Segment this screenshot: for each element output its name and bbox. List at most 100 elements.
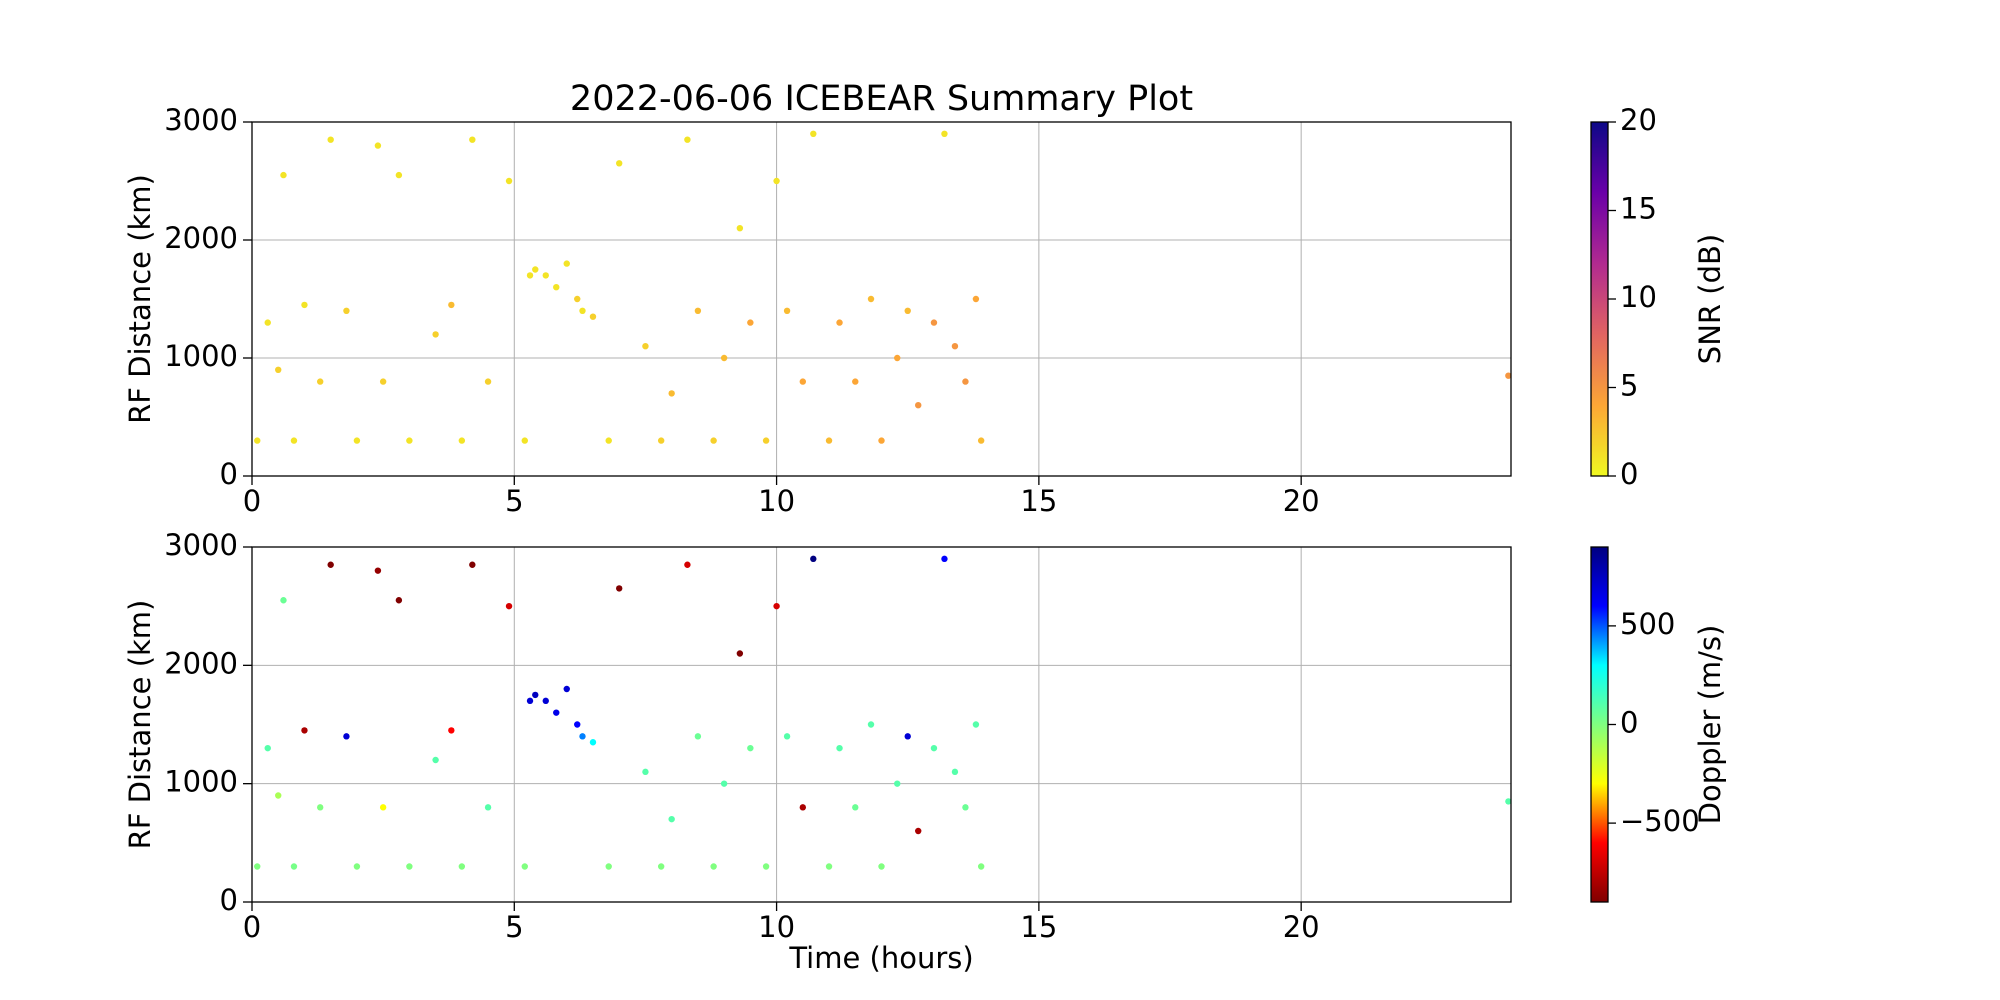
point <box>962 804 969 811</box>
x-tick-label: 20 <box>1283 910 1320 944</box>
point <box>977 437 985 444</box>
y-axis-label: RF Distance (km) <box>123 174 157 424</box>
point <box>484 378 492 385</box>
x-tick-label: 0 <box>243 484 261 518</box>
point <box>642 768 649 776</box>
point <box>810 555 817 563</box>
point <box>448 727 455 734</box>
point <box>720 780 728 787</box>
point <box>799 378 807 385</box>
point <box>469 561 476 568</box>
point <box>736 225 744 232</box>
point <box>694 733 702 740</box>
point <box>1505 798 1511 805</box>
point <box>374 142 382 149</box>
colorbar-tick-label: 10 <box>1620 280 1657 314</box>
point <box>553 709 560 716</box>
point <box>542 272 549 279</box>
point <box>563 685 570 693</box>
point <box>280 597 287 604</box>
point <box>574 721 581 728</box>
point <box>852 804 859 811</box>
point <box>532 691 539 699</box>
y-tick-label: 0 <box>220 457 238 491</box>
x-tick-label: 0 <box>243 910 261 944</box>
point <box>275 366 282 373</box>
y-tick-label: 2000 <box>164 646 238 680</box>
point <box>852 378 859 385</box>
point <box>836 319 843 326</box>
plot-frame <box>251 121 1512 477</box>
point <box>668 390 675 397</box>
chart-title: 2022-06-06 ICEBEAR Summary Plot <box>570 79 1193 119</box>
point <box>505 177 513 185</box>
x-tick-label: 10 <box>758 910 795 944</box>
point <box>799 804 807 811</box>
x-tick-label: 20 <box>1283 484 1320 518</box>
point <box>316 378 324 385</box>
point <box>290 863 298 870</box>
point <box>448 301 455 309</box>
point <box>254 437 261 444</box>
point <box>521 437 528 444</box>
point <box>930 744 938 752</box>
point <box>915 402 922 409</box>
colorbar-tick-label: 0 <box>1620 457 1638 491</box>
x-tick-label: 15 <box>1020 910 1057 944</box>
x-axis-label: Time (hours) <box>788 941 973 975</box>
point <box>783 733 791 740</box>
colorbar-tick-label: 15 <box>1620 192 1657 226</box>
point <box>353 437 361 444</box>
x-tick-label: 15 <box>1020 484 1057 518</box>
point <box>406 437 413 444</box>
x-tick-label: 5 <box>505 910 523 944</box>
y-tick-label: 1000 <box>164 339 238 373</box>
point <box>836 744 843 752</box>
point <box>264 744 271 752</box>
point <box>694 307 702 314</box>
point <box>532 266 539 273</box>
x-tick-label: 10 <box>758 484 795 518</box>
point <box>458 863 466 870</box>
point <box>747 319 754 326</box>
point <box>684 136 691 143</box>
point <box>977 863 985 870</box>
point <box>941 130 948 137</box>
point <box>327 561 334 568</box>
points <box>254 555 1511 870</box>
point <box>915 827 922 835</box>
point <box>657 437 665 444</box>
point <box>825 437 833 444</box>
point <box>878 863 885 870</box>
point <box>526 697 534 705</box>
point <box>867 721 875 728</box>
point <box>762 863 770 870</box>
y-tick-label: 1000 <box>164 765 238 799</box>
point <box>894 780 901 787</box>
point <box>773 602 780 610</box>
point <box>941 555 948 563</box>
point <box>563 260 570 267</box>
colorbar <box>1590 546 1609 903</box>
point <box>972 721 980 728</box>
point <box>521 863 528 870</box>
point <box>379 378 387 385</box>
y-tick-label: 3000 <box>164 528 238 562</box>
point <box>526 272 534 279</box>
point <box>542 697 549 705</box>
point <box>316 804 324 811</box>
point <box>1505 372 1511 379</box>
point <box>710 863 717 870</box>
point <box>616 585 623 592</box>
plot-frame <box>251 546 1512 903</box>
point <box>395 597 403 604</box>
point <box>951 343 959 350</box>
point <box>972 295 980 303</box>
y-tick-label: 2000 <box>164 221 238 255</box>
colorbar-tick-label: 500 <box>1620 607 1675 641</box>
point <box>290 437 298 444</box>
point <box>353 863 361 870</box>
point <box>825 863 833 870</box>
point <box>720 354 728 362</box>
